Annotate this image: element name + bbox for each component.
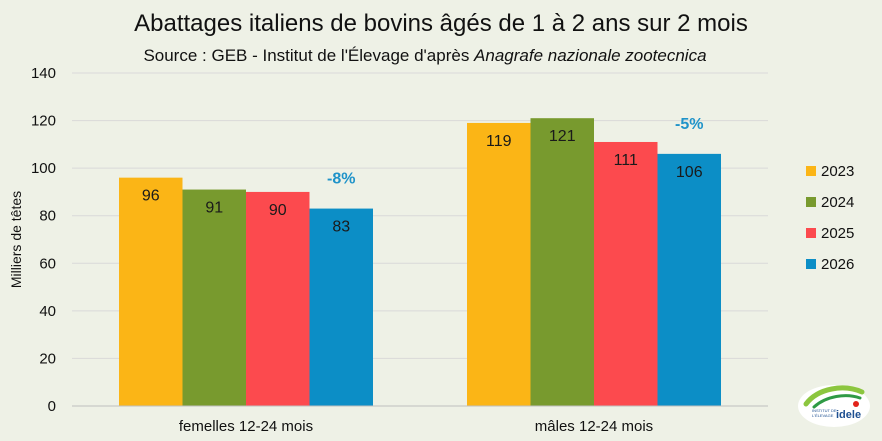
chart-subtitle: Source : GEB - Institut de l'Élevage d'a…	[0, 46, 850, 66]
legend-swatch-2025	[806, 228, 816, 238]
bar-2024-femelles	[182, 189, 246, 406]
y-tick-label: 40	[39, 303, 56, 320]
legend-swatch-2026	[806, 259, 816, 269]
subtitle-source-italic: Anagrafe nazionale zootecnica	[474, 46, 707, 65]
change-annotation: -5%	[675, 116, 703, 133]
bar-2023-males	[467, 122, 531, 406]
subtitle-source: Source : GEB - Institut de l'Élevage d'a…	[143, 46, 475, 65]
data-label: 119	[486, 133, 512, 150]
x-tick-label: mâles 12-24 mois	[535, 418, 653, 435]
legend-swatch-2024	[806, 197, 816, 207]
y-tick-label: 0	[48, 398, 56, 415]
y-tick-label: 20	[39, 350, 56, 367]
data-label: 121	[549, 128, 576, 145]
y-axis-label: Milliers de têtes	[8, 191, 24, 288]
data-label: 83	[332, 219, 350, 236]
bar-2025-males	[594, 141, 658, 406]
y-tick-label: 100	[31, 160, 56, 177]
y-tick-label: 80	[39, 208, 56, 225]
legend-label-2024: 2024	[821, 194, 854, 211]
bar-2025-femelles	[246, 191, 310, 406]
idele-logo: INSTITUT DE L'ÉLEVAGE idele	[798, 385, 870, 427]
data-label: 106	[676, 164, 703, 181]
y-tick-label: 120	[31, 113, 56, 130]
data-label: 96	[142, 188, 160, 205]
bar-2026-males	[657, 153, 721, 406]
data-label: 91	[205, 200, 223, 217]
bar-2024-males	[530, 118, 594, 406]
logo-brand: idele	[836, 409, 861, 421]
legend-swatch-2023	[806, 166, 816, 176]
y-tick-label: 60	[39, 255, 56, 272]
data-label: 90	[269, 202, 287, 219]
chart-title: Abattages italiens de bovins âgés de 1 à…	[134, 10, 748, 37]
legend-label-2026: 2026	[821, 256, 854, 273]
x-tick-label: femelles 12-24 mois	[179, 418, 313, 435]
change-annotation: -8%	[327, 171, 355, 188]
logo-line1: INSTITUT DE	[812, 408, 837, 413]
y-tick-label: 140	[31, 65, 56, 82]
bar-2023-femelles	[119, 177, 183, 406]
logo-line2: L'ÉLEVAGE	[812, 413, 834, 418]
legend-label-2023: 2023	[821, 163, 854, 180]
data-label: 111	[614, 152, 638, 169]
legend-label-2025: 2025	[821, 225, 854, 242]
bar-2026-femelles	[309, 208, 373, 406]
